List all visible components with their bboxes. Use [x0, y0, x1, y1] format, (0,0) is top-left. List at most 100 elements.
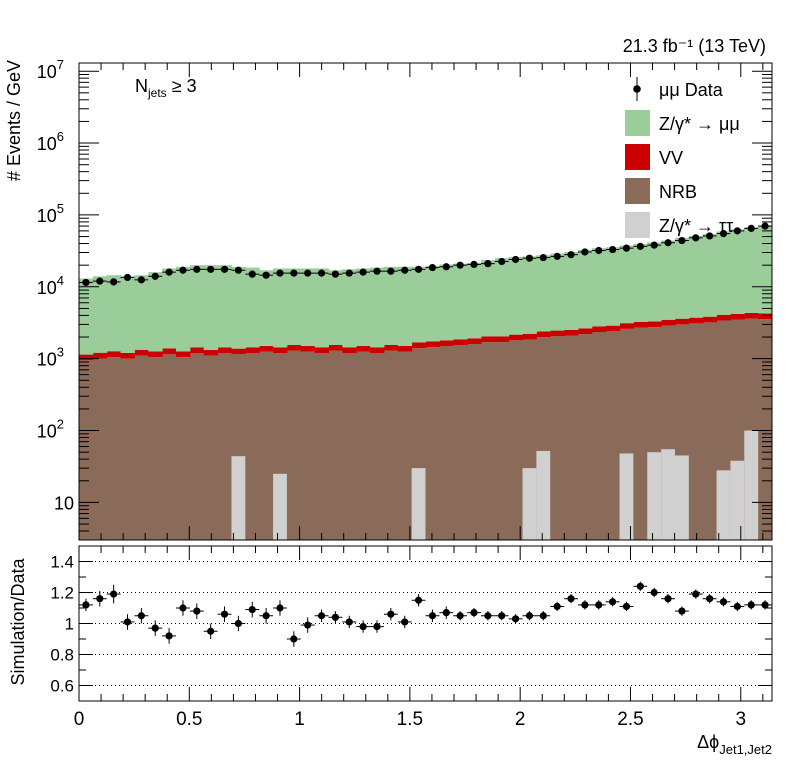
bar-ztautau-43: [674, 455, 689, 540]
bar-z-10: [217, 265, 232, 348]
bar-z-11: [231, 266, 246, 349]
bar-z-34: [550, 253, 565, 331]
bar-nrb-26: [439, 346, 454, 540]
bar-z-41: [647, 242, 662, 322]
y-tick-label-exp-2: 3: [57, 345, 64, 360]
bar-nrb-29: [480, 342, 496, 540]
ratio-point-16: [304, 621, 312, 629]
stacked-histogram: [79, 226, 773, 540]
ratio-point-27: [456, 612, 464, 620]
bar-vv-36: [577, 328, 593, 335]
bar-ztautau-46: [716, 470, 731, 540]
ratio-point-15: [290, 635, 298, 643]
bar-vv-14: [273, 347, 288, 353]
bar-vv-42: [661, 319, 676, 326]
legend-label-3: NRB: [659, 182, 697, 202]
bar-z-35: [564, 251, 579, 330]
ratio-point-31: [511, 615, 520, 623]
bar-nrb-20: [356, 351, 371, 540]
ratio-point-43: [678, 607, 686, 615]
ratio-point-34: [553, 602, 561, 611]
bar-vv-4: [134, 349, 149, 356]
bar-z-19: [342, 269, 357, 348]
bar-vv-0: [79, 354, 94, 361]
ratio-point-0: [82, 601, 90, 609]
ratio-point-12: [248, 605, 256, 614]
x-axis-label-sub: Jet1,Jet2: [719, 742, 772, 757]
ratio-point-24: [414, 596, 423, 604]
bar-z-3: [120, 276, 135, 353]
bar-vv-40: [633, 321, 648, 328]
y-tick-label-6: 107: [37, 57, 64, 82]
bar-vv-37: [591, 326, 607, 333]
bar-vv-21: [370, 347, 385, 353]
ratio-point-39: [622, 602, 631, 611]
data-point-7: [179, 266, 187, 274]
bar-z-39: [619, 245, 634, 324]
bar-vv-3: [120, 352, 135, 359]
ratio-point-25: [428, 612, 437, 620]
ratio-point-38: [609, 598, 617, 606]
y-tick-label-exp-6: 7: [57, 57, 64, 72]
y-tick-label-2: 103: [37, 345, 64, 370]
bar-nrb-23: [397, 351, 413, 540]
bar-nrb-18: [328, 350, 343, 540]
bar-nrb-19: [342, 352, 357, 540]
data-point-43: [678, 236, 686, 245]
data-point-40: [636, 242, 644, 250]
data-point-41: [650, 241, 658, 249]
bar-vv-16: [300, 346, 316, 352]
data-point-17: [317, 269, 326, 277]
data-point-46: [719, 229, 728, 238]
y-tick-label-5: 106: [37, 129, 64, 154]
main-y-axis-label: # Events / GeV: [4, 60, 24, 181]
data-point-4: [137, 276, 145, 284]
bar-z-21: [370, 267, 385, 348]
data-point-45: [706, 232, 714, 240]
ratio-point-22: [387, 610, 395, 618]
data-point-27: [456, 261, 464, 269]
data-point-1: [96, 277, 104, 285]
bar-ztautau-32: [522, 468, 537, 540]
data-point-12: [248, 270, 256, 278]
ratio-point-5: [151, 624, 159, 632]
ratio-point-36: [581, 601, 589, 609]
bar-nrb-13: [259, 351, 274, 540]
ratio-y-axis-label: Simulation/Data: [8, 557, 28, 685]
data-point-48: [747, 224, 755, 232]
bar-vv-22: [383, 344, 399, 351]
y-tick-label-base-2: 10: [37, 350, 57, 370]
bar-nrb-6: [162, 354, 177, 540]
bar-z-42: [661, 240, 676, 320]
bar-vv-33: [536, 331, 551, 338]
ratio-point-19: [345, 618, 353, 626]
bar-z-32: [522, 256, 537, 334]
bar-vv-24: [411, 342, 426, 349]
y-tick-label-base-4: 10: [37, 206, 57, 226]
bar-vv-19: [342, 347, 357, 353]
data-point-3: [123, 273, 132, 282]
ratio-point-21: [373, 623, 381, 631]
ratio-point-20: [359, 623, 367, 631]
ratio-point-23: [401, 618, 409, 626]
ratio-point-35: [567, 595, 575, 603]
data-point-44: [692, 234, 700, 242]
bar-z-5: [148, 272, 163, 352]
bar-nrb-15: [286, 350, 302, 540]
data-point-20: [359, 268, 367, 276]
ratio-y-tick-label-1: 0.8: [50, 646, 74, 665]
bar-ztautau-24: [411, 468, 426, 540]
bar-z-22: [383, 266, 399, 345]
bar-vv-35: [564, 329, 579, 336]
y-tick-label-base-1: 10: [37, 422, 57, 442]
x-tick-label-2: 1: [294, 709, 305, 730]
legend-label-2: VV: [659, 148, 683, 168]
ratio-point-30: [498, 612, 506, 620]
ratio-point-29: [484, 612, 492, 620]
legend-marker-0: [633, 85, 641, 93]
bar-z-26: [439, 264, 454, 341]
ratio-point-49: [761, 601, 769, 609]
ratio-point-18: [331, 613, 340, 621]
